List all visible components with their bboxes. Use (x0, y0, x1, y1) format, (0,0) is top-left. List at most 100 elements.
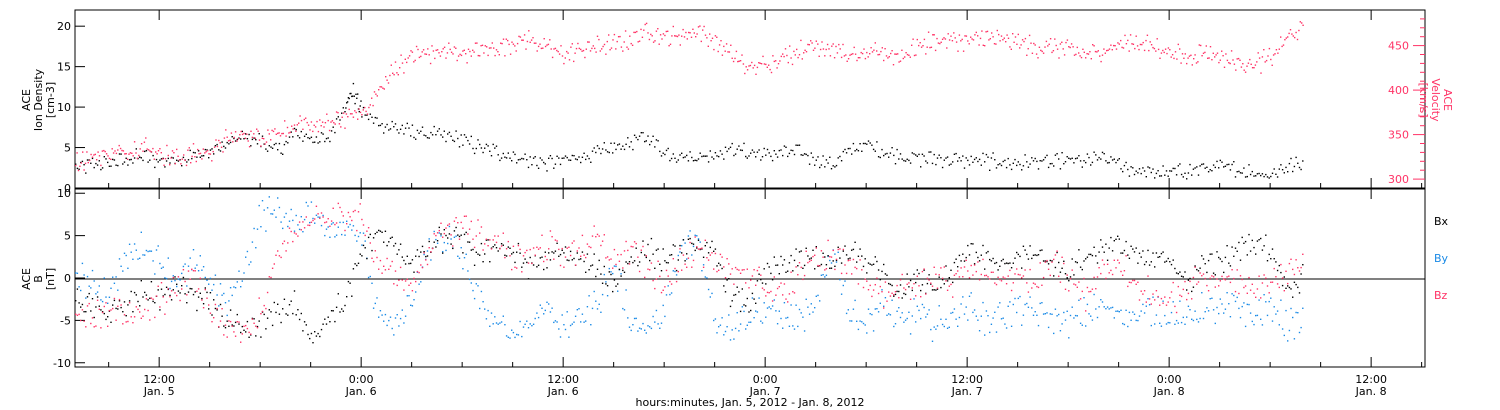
bz-point (192, 270, 195, 272)
density-point (588, 157, 590, 160)
bx-point (840, 262, 843, 264)
velocity-point (202, 148, 204, 150)
velocity-point (606, 40, 608, 43)
by-point (1127, 325, 1129, 328)
bz-point (765, 295, 767, 297)
density-point (1115, 161, 1117, 164)
density-point (118, 153, 121, 155)
velocity-point (819, 48, 822, 51)
bz-point (1287, 282, 1289, 285)
by-point (403, 322, 405, 324)
density-point (913, 153, 915, 155)
bz-point (495, 241, 498, 244)
velocity-point (1236, 58, 1238, 60)
density-point (601, 148, 604, 150)
velocity-point (171, 150, 174, 152)
density-point (76, 167, 79, 170)
velocity-point (667, 30, 669, 32)
x-tick-label-day: Jan. 7 (749, 385, 781, 398)
velocity-point (256, 128, 258, 130)
bz-point (844, 264, 846, 266)
bx-point (745, 305, 747, 307)
bz-point (1036, 285, 1038, 288)
bx-point (283, 298, 286, 300)
by-point (851, 320, 853, 322)
velocity-point (958, 34, 961, 36)
density-point (839, 155, 841, 158)
by-point (426, 250, 429, 252)
by-point (975, 315, 977, 317)
y2-tick-label: 400 (1388, 84, 1409, 97)
by-point (940, 318, 942, 320)
velocity-point (97, 151, 99, 153)
bx-point (918, 272, 920, 275)
density-point (1093, 151, 1095, 153)
velocity-point (568, 59, 571, 61)
velocity-point (1035, 53, 1038, 55)
bz-point (770, 290, 772, 293)
velocity-point (383, 88, 385, 90)
by-point (346, 220, 348, 222)
by-point (750, 321, 752, 323)
by-point (505, 335, 508, 337)
velocity-point (779, 60, 781, 62)
velocity-point (805, 51, 808, 53)
by-point (457, 255, 459, 257)
by-point (1236, 296, 1238, 299)
density-point (462, 144, 464, 146)
density-point (1085, 161, 1087, 164)
velocity-point (1301, 22, 1303, 24)
density-point (1216, 160, 1218, 163)
bx-point (1275, 261, 1277, 263)
by-point (388, 319, 390, 322)
velocity-point (302, 128, 304, 130)
by-point (1115, 310, 1117, 312)
density-point (189, 149, 191, 152)
by-point (494, 316, 496, 318)
by-point (342, 221, 344, 224)
velocity-point (840, 56, 843, 59)
bx-point (672, 244, 674, 246)
by-point (918, 309, 920, 312)
bx-point (1122, 252, 1124, 254)
bz-point (1105, 277, 1107, 280)
velocity-point (122, 150, 125, 152)
density-point (549, 155, 552, 157)
bx-point (214, 307, 217, 310)
bz-point (795, 266, 797, 268)
density-point (261, 135, 264, 137)
bz-point (218, 326, 220, 328)
density-point (623, 148, 626, 151)
density-point (1042, 159, 1045, 161)
bz-point (268, 276, 270, 278)
by-point (898, 307, 900, 309)
velocity-point (748, 65, 750, 67)
by-point (78, 286, 80, 288)
velocity-point (192, 143, 195, 145)
velocity-point (174, 162, 176, 165)
bx-point (638, 261, 641, 263)
velocity-point (536, 50, 538, 52)
density-point (845, 152, 848, 154)
bz-point (696, 246, 698, 248)
velocity-point (553, 48, 555, 50)
velocity-point (1284, 39, 1286, 41)
velocity-point (1129, 34, 1132, 36)
velocity-point (216, 145, 219, 148)
by-point (1189, 309, 1191, 311)
density-point (1231, 163, 1233, 166)
by-point (746, 324, 748, 326)
velocity-point (209, 153, 212, 155)
density-point (672, 153, 674, 155)
legend-bx: Bx (1434, 215, 1449, 228)
bz-point (1300, 266, 1302, 269)
density-point (824, 166, 826, 168)
bx-point (1253, 246, 1255, 249)
y2-label-line-ace: ACE (1441, 89, 1454, 111)
by-point (160, 267, 163, 269)
bz-point (953, 274, 956, 276)
bx-point (337, 293, 339, 295)
bz-point (564, 256, 567, 258)
velocity-point (94, 153, 96, 156)
by-point (433, 230, 435, 233)
